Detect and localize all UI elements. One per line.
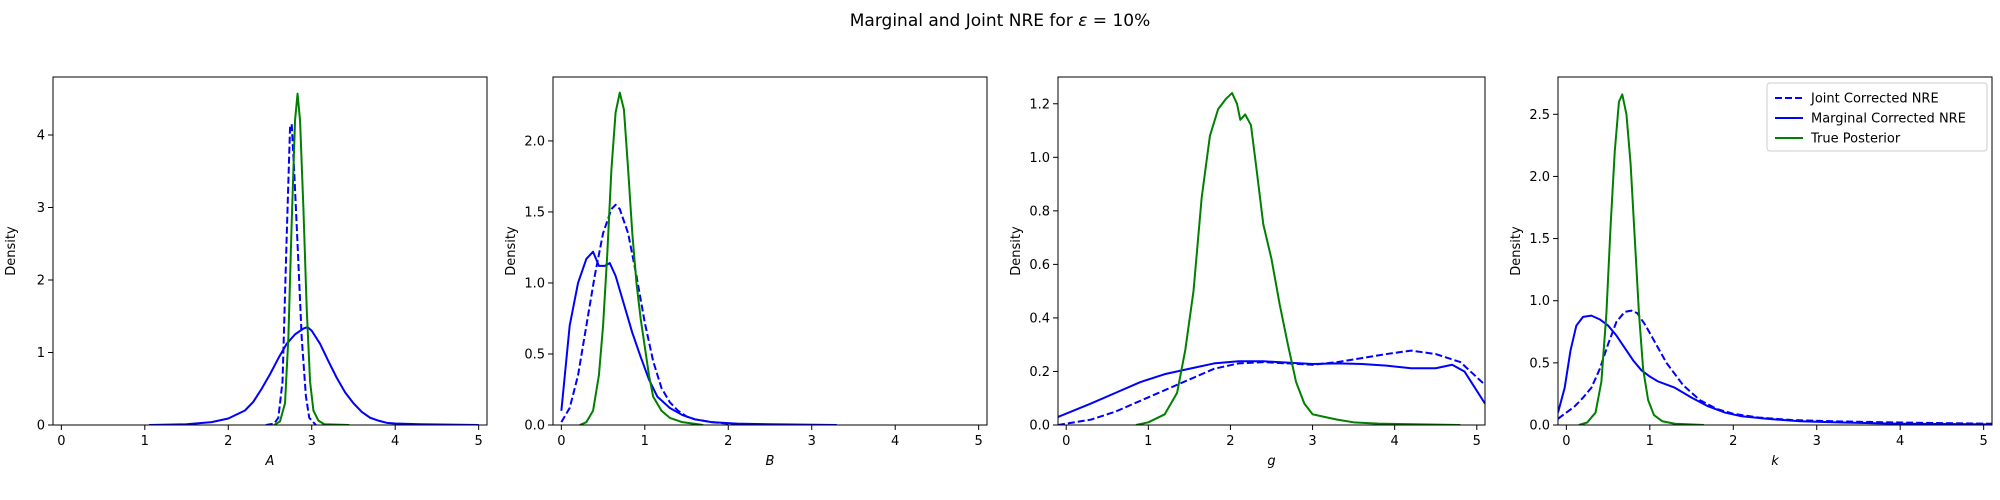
axes-frame [1057,76,1486,426]
x-tick-label: 2 [224,434,232,449]
x-axis-label: A [265,454,275,469]
x-tick-label: 5 [975,434,983,449]
y-tick-label: 1.5 [524,205,545,220]
x-axis-label: k [1771,454,1779,469]
x-axis-label: g [1267,454,1275,469]
x-tick-label: 3 [808,434,816,449]
x-tick-label: 3 [308,434,316,449]
series-joint-corrected-nre-line [265,123,317,425]
x-tick-label: 5 [1980,434,1988,449]
legend: Joint Corrected NRE Marginal Corrected NR… [1766,82,1988,152]
y-tick-label: 0.8 [1029,204,1050,219]
series-marginal-corrected-nre-line [1058,360,1485,418]
x-tick-label: 3 [1813,434,1821,449]
series-marginal-corrected-nre-line [560,250,837,425]
panel-g: 0 1 2 3 4 5 0.0 0.2 0.4 0.6 0.8 1.0 1.2 g Density [1009,76,1486,469]
x-tick-label: 4 [391,434,399,449]
x-tick-label: 5 [1473,434,1481,449]
title-symbol: ε [1078,11,1087,31]
x-tick-label: 1 [1646,434,1654,449]
x-tick-label: 1 [141,434,149,449]
series-true-posterior-line [273,92,350,425]
legend-label: Joint Corrected NRE [1810,92,1939,107]
y-tick-label: 3 [37,201,45,216]
y-tick-label: 4 [37,129,45,144]
y-tick-label: 0.0 [1529,419,1550,434]
y-tick-label: 0.0 [1029,419,1050,434]
y-tick-label: 0.4 [1029,311,1050,326]
x-tick-label: 0 [57,434,65,449]
series-true-posterior-line [1578,93,1705,425]
axes-frame [1557,76,1993,426]
title-prefix: Marginal and Joint NRE for [850,11,1078,31]
x-tick-label: 0 [557,434,565,449]
x-tick-label: 2 [724,434,732,449]
y-tick-label: 1.0 [1029,151,1050,166]
series-joint-corrected-nre-line [560,203,771,425]
y-axis-label: Density [504,226,519,276]
panel-k: 0 1 2 3 4 5 0.0 0.5 1.0 1.5 2.0 2.5 k Density [1509,76,1993,469]
y-axis-label: Density [4,226,19,276]
x-tick-label: 1 [641,434,649,449]
panels: 0 1 2 3 4 5 0 1 2 3 4 A Density 0 1 2 3 4 5 0.0 0.5 1.0 1.5 2.0… [4,76,1993,469]
y-tick-label: 1.5 [1529,232,1550,247]
y-tick-label: 0.5 [524,347,545,362]
panel-B: 0 1 2 3 4 5 0.0 0.5 1.0 1.5 2.0 B Density [504,76,988,469]
y-tick-label: 0.0 [524,419,545,434]
y-tick-label: 2 [37,274,45,289]
y-tick-label: 2.0 [1529,170,1550,185]
series-marginal-corrected-nre-line [148,326,479,425]
y-tick-label: 1 [37,346,45,361]
x-tick-label: 1 [1144,434,1152,449]
legend-label: Marginal Corrected NRE [1811,112,1966,127]
legend-label: True Posterior [1810,132,1901,147]
y-tick-label: 1.0 [1529,294,1550,309]
y-tick-label: 1.0 [524,276,545,291]
legend-box [1766,82,1988,152]
x-tick-label: 4 [1896,434,1904,449]
x-axis-label: B [766,454,775,469]
y-tick-label: 0.5 [1529,356,1550,371]
x-tick-label: 0 [1562,434,1570,449]
y-tick-label: 2.5 [1529,108,1550,123]
x-tick-label: 3 [1308,434,1316,449]
axes-frame [552,76,988,426]
y-axis-label: Density [1009,226,1024,276]
series-marginal-corrected-nre-line [1558,314,1992,425]
series-true-posterior-line [1135,92,1461,425]
x-tick-label: 4 [1391,434,1399,449]
y-tick-label: 2.0 [524,134,545,149]
x-tick-label: 0 [1062,434,1070,449]
x-tick-label: 2 [1226,434,1234,449]
figure-title: Marginal and Joint NRE for ε = 10% [850,11,1150,31]
axes-frame [52,76,488,426]
y-tick-label: 1.2 [1029,97,1050,112]
title-suffix: = 10% [1087,11,1150,31]
y-tick-label: 0.2 [1029,365,1050,380]
y-axis-label: Density [1509,226,1524,276]
x-tick-label: 5 [475,434,483,449]
series-true-posterior-line [579,91,704,425]
x-tick-label: 4 [891,434,899,449]
series-joint-corrected-nre-line [1558,309,1992,425]
panel-A: 0 1 2 3 4 5 0 1 2 3 4 A Density [4,76,488,469]
y-tick-label: 0.6 [1029,258,1050,273]
x-tick-label: 2 [1729,434,1737,449]
y-tick-label: 0 [37,419,45,434]
